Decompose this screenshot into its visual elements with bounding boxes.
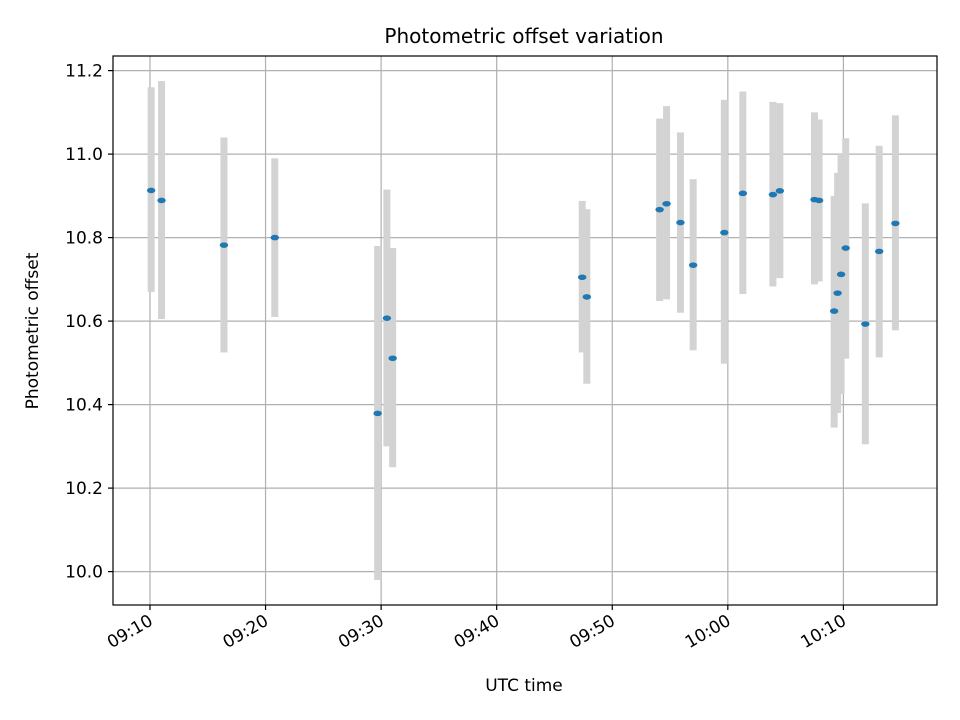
plot-frame <box>112 55 938 606</box>
y-axis-ticks: 10.0 10.2 10.4 10.6 10.8 11.0 11.2 <box>65 62 113 583</box>
data-point <box>829 308 839 314</box>
y-tick-label: 11.2 <box>65 62 103 82</box>
data-point <box>768 191 778 198</box>
y-tick-label: 10.0 <box>65 563 103 583</box>
data-point <box>219 242 229 248</box>
marker-layer <box>146 187 900 417</box>
data-point <box>655 206 664 213</box>
data-point <box>738 190 748 197</box>
data-point <box>146 187 156 194</box>
data-point <box>891 220 900 227</box>
data-point <box>688 262 698 268</box>
data-point <box>382 315 392 321</box>
data-point <box>578 274 587 281</box>
data-point <box>157 197 166 204</box>
data-point <box>270 234 279 241</box>
data-point <box>814 197 824 204</box>
data-point <box>775 188 785 194</box>
data-point <box>373 410 382 417</box>
data-point <box>875 248 884 255</box>
data-point <box>720 229 729 236</box>
y-tick-label: 10.4 <box>65 396 103 416</box>
data-point <box>861 321 870 327</box>
y-tick-label: 10.2 <box>65 479 103 499</box>
data-point <box>833 290 842 296</box>
chart-title: Photometric offset variation <box>384 24 663 48</box>
y-tick-label: 10.8 <box>65 229 103 249</box>
data-point <box>841 245 850 251</box>
data-point <box>582 294 592 300</box>
y-tick-label: 10.6 <box>65 312 103 332</box>
data-point <box>836 271 846 278</box>
data-point <box>676 219 685 226</box>
y-axis-title: Photometric offset <box>23 252 43 409</box>
x-axis-title: UTC time <box>485 676 563 696</box>
y-tick-label: 11.0 <box>65 145 103 165</box>
data-point <box>662 200 671 207</box>
data-point <box>388 355 397 362</box>
